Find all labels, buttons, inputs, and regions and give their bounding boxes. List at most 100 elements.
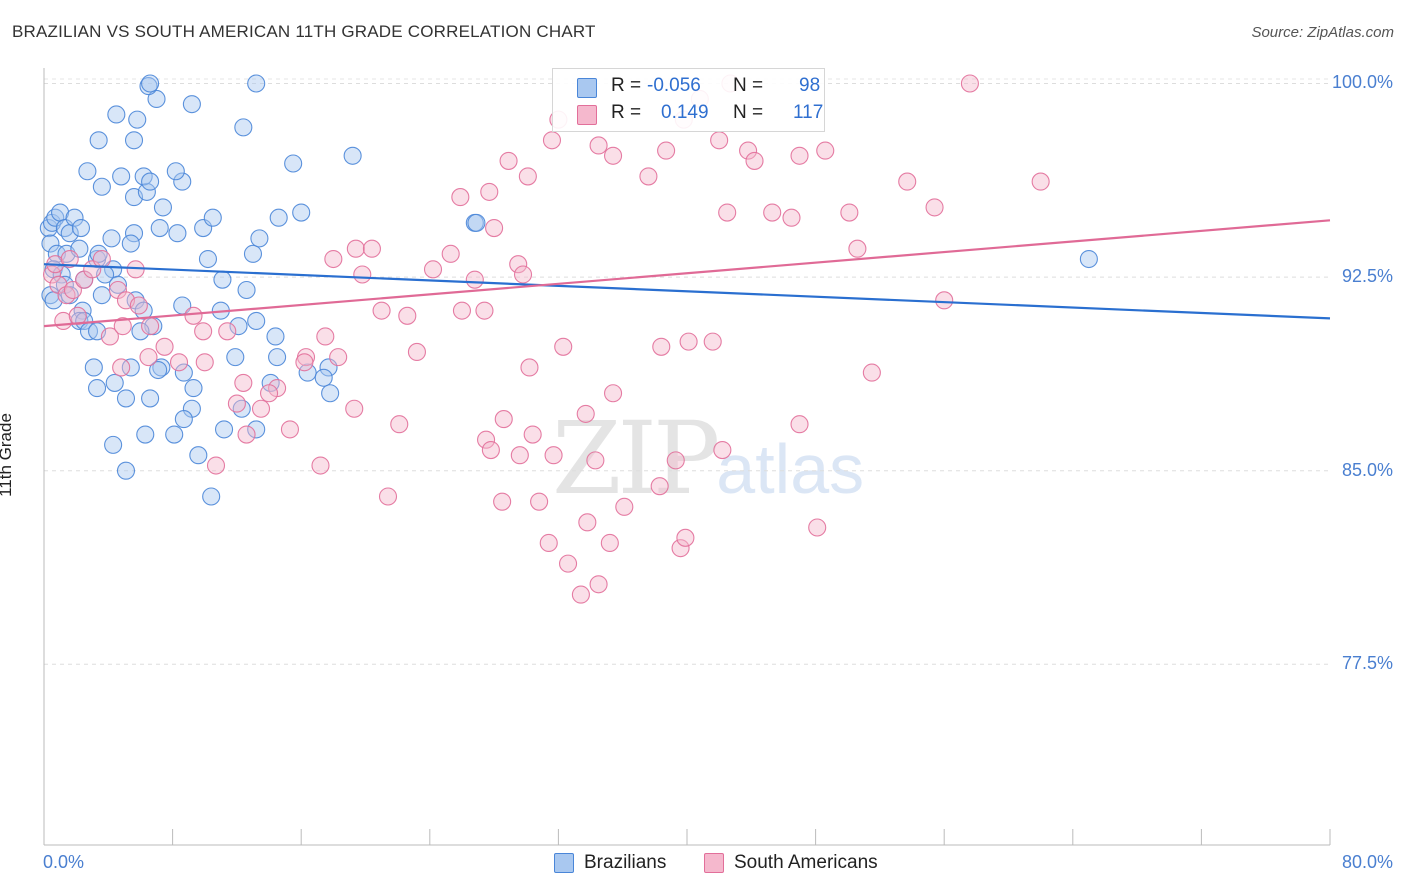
- data-point: [65, 208, 84, 227]
- data-point: [578, 513, 597, 532]
- data-point: [848, 239, 867, 258]
- data-point: [214, 420, 234, 439]
- y-tick-label: 77.5%: [1341, 653, 1393, 674]
- legend-swatch-blue: [577, 78, 597, 98]
- data-point: [194, 322, 213, 341]
- data-point: [324, 249, 343, 269]
- data-point: [390, 415, 409, 434]
- data-point: [165, 425, 184, 444]
- x-tick-label-min: 0.0%: [43, 852, 85, 872]
- data-point: [311, 456, 330, 475]
- data-point: [346, 239, 365, 258]
- data-point: [739, 141, 758, 160]
- data-point: [790, 146, 809, 165]
- data-point: [441, 244, 460, 263]
- data-point: [745, 151, 764, 170]
- data-point: [234, 373, 253, 392]
- data-point: [710, 131, 729, 150]
- data-point: [539, 533, 558, 553]
- data-point: [174, 410, 193, 429]
- data-point: [150, 218, 169, 238]
- data-point: [139, 348, 158, 367]
- data-point: [168, 224, 187, 243]
- data-point: [703, 332, 722, 351]
- data-point: [676, 528, 695, 547]
- legend-r-value: -0.056: [647, 75, 701, 96]
- data-point: [42, 265, 62, 284]
- data-point: [198, 249, 218, 269]
- data-point: [234, 118, 253, 137]
- data-point: [314, 368, 333, 387]
- data-point: [520, 358, 539, 377]
- series-south-americans: [42, 74, 1050, 604]
- data-point: [650, 477, 669, 496]
- data-point: [112, 167, 131, 186]
- data-point: [589, 575, 608, 594]
- data-point: [247, 74, 266, 93]
- data-point: [112, 358, 131, 377]
- data-point: [227, 394, 246, 413]
- data-point: [576, 404, 595, 423]
- data-point: [452, 301, 472, 320]
- data-point: [232, 399, 251, 418]
- trend-lines: [43, 219, 1331, 328]
- data-point: [407, 342, 426, 362]
- data-point: [523, 425, 542, 444]
- data-point: [184, 379, 203, 398]
- data-point: [121, 358, 140, 377]
- trend-line: [43, 219, 1331, 328]
- data-point: [128, 110, 147, 129]
- data-point: [316, 327, 335, 346]
- data-point: [1079, 249, 1098, 269]
- series-brazilians: [39, 74, 1098, 506]
- data-point: [713, 440, 732, 460]
- data-point: [898, 172, 917, 191]
- data-point: [89, 131, 108, 150]
- legend-n-value: 117: [793, 102, 824, 123]
- data-point: [149, 360, 168, 380]
- legend-r-label: R =: [611, 102, 642, 123]
- data-point: [639, 167, 658, 186]
- data-point: [108, 275, 127, 294]
- data-point: [147, 89, 166, 109]
- data-point: [292, 203, 311, 222]
- data-point: [763, 203, 782, 222]
- data-point: [100, 327, 119, 346]
- data-point: [218, 322, 237, 341]
- data-point: [116, 389, 136, 408]
- data-point: [467, 213, 486, 232]
- data-point: [269, 208, 288, 227]
- data-point: [155, 337, 174, 356]
- data-point: [92, 249, 111, 269]
- trend-line: [43, 263, 1331, 320]
- data-point: [105, 373, 124, 392]
- data-point: [202, 487, 221, 506]
- data-point: [960, 74, 979, 93]
- data-point: [378, 487, 398, 506]
- data-point: [530, 492, 549, 511]
- axes: [43, 68, 1331, 846]
- data-point: [372, 301, 391, 320]
- data-point: [554, 337, 573, 356]
- bottom-legend-label: Brazilians: [584, 852, 667, 873]
- data-point: [89, 244, 108, 263]
- data-point: [542, 131, 562, 150]
- data-point: [586, 451, 605, 470]
- data-point: [169, 353, 189, 372]
- data-point: [195, 353, 214, 372]
- data-point: [153, 198, 173, 217]
- data-point: [604, 146, 623, 165]
- data-point: [268, 348, 287, 367]
- data-point: [137, 182, 156, 201]
- data-point: [493, 492, 512, 511]
- data-point: [174, 363, 193, 382]
- data-point: [113, 317, 132, 336]
- data-point: [250, 229, 269, 248]
- watermark: ZIPatlas: [552, 400, 864, 517]
- data-point: [925, 198, 944, 217]
- bottom-legend-label: South Americans: [734, 852, 878, 873]
- data-point: [321, 384, 340, 403]
- data-point: [251, 399, 271, 418]
- data-point: [718, 203, 737, 222]
- data-point: [671, 539, 690, 558]
